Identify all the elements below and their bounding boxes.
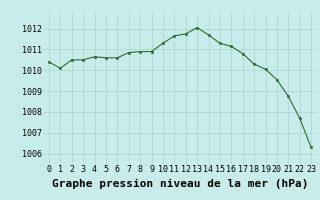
X-axis label: Graphe pression niveau de la mer (hPa): Graphe pression niveau de la mer (hPa) (52, 179, 308, 189)
